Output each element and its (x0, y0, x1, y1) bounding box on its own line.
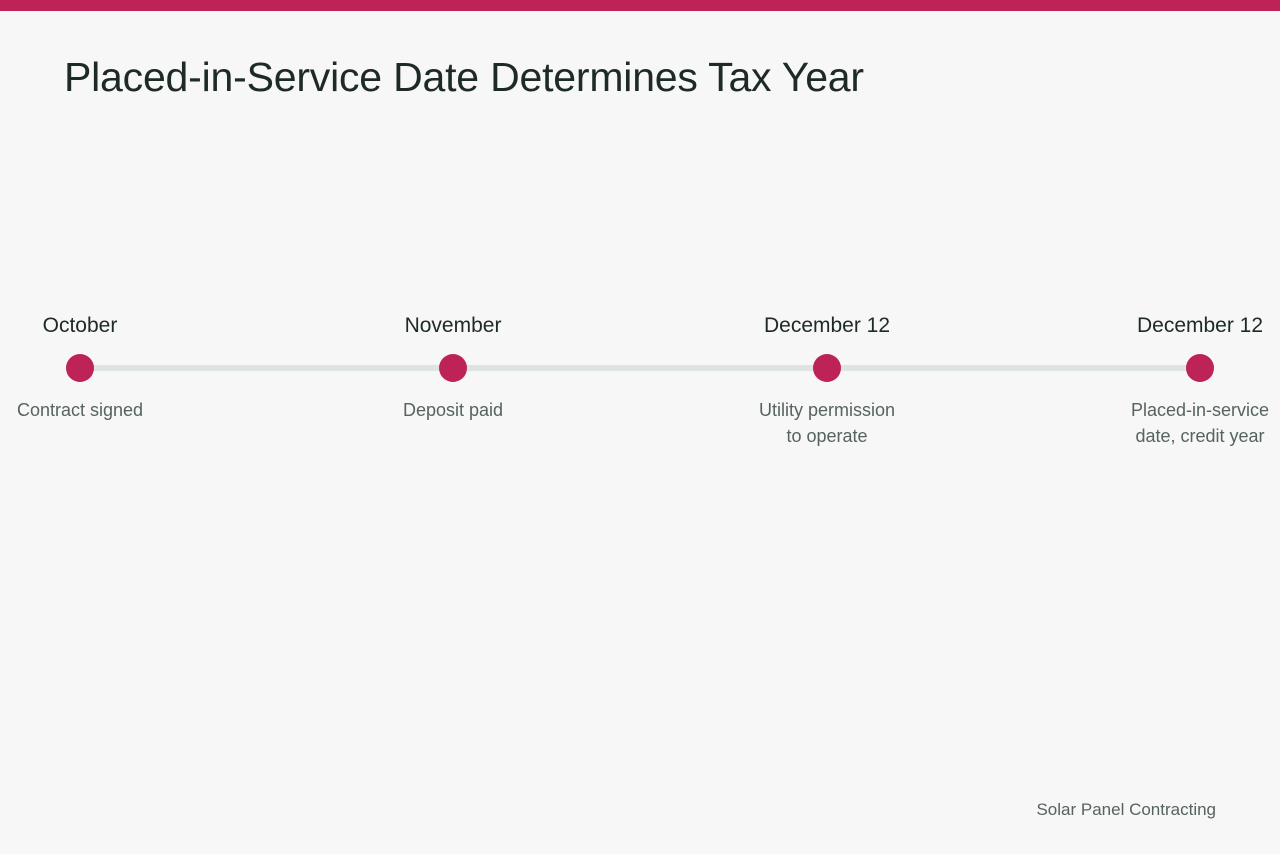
milestone-description: Utility permission to operate (737, 397, 917, 449)
top-accent-bar (0, 0, 1280, 11)
milestone-date: December 12 (1136, 314, 1264, 337)
timeline-track (80, 365, 1200, 371)
milestone-description: Placed-in-service date, credit year (1110, 397, 1280, 449)
timeline-milestone: October Contract signed (0, 0, 180, 854)
timeline-milestone: December 12 Utility permission to operat… (727, 0, 927, 854)
milestone-description-line: Contract signed (16, 400, 144, 420)
milestone-date: December 12 (763, 314, 891, 337)
milestone-date: November (404, 314, 502, 337)
milestone-description-line: to operate (786, 426, 868, 446)
milestone-description-line: Placed-in-service (1130, 400, 1270, 420)
milestone-description: Contract signed (0, 397, 170, 423)
milestone-marker (439, 354, 467, 382)
milestone-marker (1186, 354, 1214, 382)
milestone-description-line: Deposit paid (402, 400, 504, 420)
milestone-marker (813, 354, 841, 382)
milestone-marker (66, 354, 94, 382)
timeline-milestone: November Deposit paid (353, 0, 553, 854)
milestone-description: Deposit paid (363, 397, 543, 423)
milestone-description-line: Utility permission (758, 400, 896, 420)
timeline-milestone: December 12 Placed-in-service date, cred… (1100, 0, 1280, 854)
footer-source: Solar Panel Contracting (1036, 800, 1216, 819)
milestone-date: October (42, 314, 118, 337)
milestone-description-line: date, credit year (1135, 426, 1265, 446)
page-title: Placed-in-Service Date Determines Tax Ye… (64, 54, 864, 100)
